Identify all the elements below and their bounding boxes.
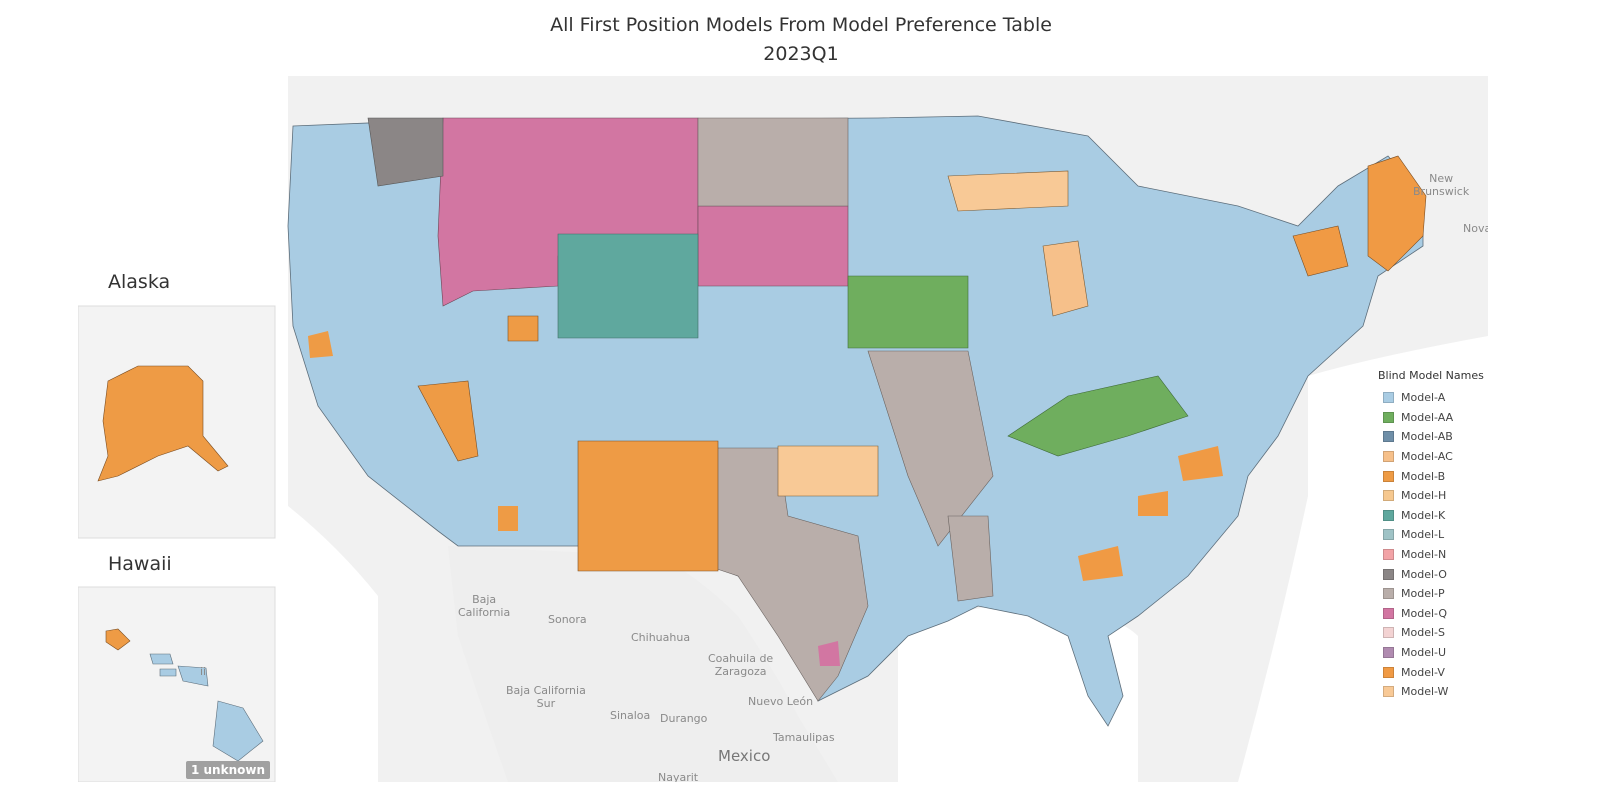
geo-label-mexico: Mexico [718,747,771,765]
geo-label-nayarit: Nayarit [658,771,699,782]
geo-label-baja-california: Baja California [458,593,511,619]
geo-label-hawaii-fragment: ii [200,665,207,678]
legend-item[interactable]: Model-S [1378,623,1528,643]
legend-swatch [1383,431,1394,443]
legend-item[interactable]: Model-H [1378,486,1528,506]
legend-swatch [1383,490,1394,502]
geo-label-chihuahua: Chihuahua [631,631,691,644]
alaska-inset-label: Alaska [108,271,171,293]
legend-label: Model-S [1401,626,1445,640]
legend-item[interactable]: Model-N [1378,545,1528,565]
county-choropleth-map[interactable] [78,76,1488,782]
legend-swatch [1383,666,1394,678]
legend-label: Model-AB [1401,430,1453,444]
map-subtitle: 2023Q1 [763,43,839,65]
legend-label: Model-P [1401,587,1445,601]
legend-item[interactable]: Model-U [1378,643,1528,663]
legend-label: Model-Q [1401,606,1448,620]
legend-item[interactable]: Model-AA [1378,408,1528,428]
legend-swatch [1383,470,1394,482]
legend-swatch [1383,647,1394,659]
legend-swatch [1383,568,1394,580]
map-panel[interactable]: Alaska Hawaii New Brunswick Nova Baja Ca… [78,76,1488,782]
geo-label-sonora: Sonora [548,613,587,626]
legend-item[interactable]: Model-Q [1378,604,1528,624]
legend-swatch [1383,392,1394,404]
legend-label: Model-K [1401,508,1446,522]
legend-label: Model-N [1401,548,1447,562]
us-mainland-counties[interactable] [287,115,1427,727]
hawaii-inset-label: Hawaii [108,553,172,575]
legend-item[interactable]: Model-A [1378,388,1528,408]
legend-label: Model-U [1401,646,1447,660]
legend-label: Model-B [1401,469,1446,483]
hawaii-counties[interactable] [105,628,264,762]
legend-swatch [1383,411,1394,423]
legend-title: Blind Model Names [1378,369,1484,382]
geo-label-new-brunswick: New Brunswick [1413,172,1470,198]
legend-item[interactable]: Model-W [1378,682,1528,702]
legend-label: Model-A [1401,391,1446,405]
legend-item[interactable]: Model-AC [1378,447,1528,467]
legend-label: Model-L [1401,528,1445,542]
legend-label: Model-H [1401,489,1447,503]
legend-item[interactable]: Model-AB [1378,427,1528,447]
geo-label-nuevo-leon: Nuevo León [748,695,814,708]
geo-label-tamaulipas: Tamaulipas [773,731,835,744]
unknown-count-badge[interactable]: 1 unknown [186,761,270,779]
legend-swatch [1383,627,1394,639]
geo-label-sinaloa: Sinaloa [610,709,651,722]
legend-swatch [1383,588,1394,600]
alaska-counties[interactable] [97,365,229,482]
legend-swatch [1383,549,1394,561]
legend-swatch [1383,686,1394,698]
legend-swatch [1383,509,1394,521]
legend-item[interactable]: Model-L [1378,525,1528,545]
legend-label: Model-O [1401,567,1447,581]
map-title: All First Position Models From Model Pre… [550,14,1052,36]
legend-swatch [1383,607,1394,619]
legend-item[interactable]: Model-O [1378,564,1528,584]
legend-items: Model-A Model-AA Model-AB Model-AC Model-B Mo… [1378,388,1528,702]
legend-label: Model-W [1401,685,1449,699]
legend-item[interactable]: Model-B [1378,466,1528,486]
legend-label: Model-AC [1401,450,1453,464]
geo-label-baja-california-sur: Baja California Sur [506,684,586,710]
legend: Blind Model Names Model-A Model-AA Model-A… [1378,369,1528,702]
legend-label: Model-V [1401,665,1445,679]
geo-label-durango: Durango [660,712,708,725]
geo-label-coahuila: Coahuila de Zaragoza [708,652,774,678]
legend-swatch [1383,451,1394,463]
legend-label: Model-AA [1401,410,1454,424]
legend-item[interactable]: Model-P [1378,584,1528,604]
legend-item[interactable]: Model-K [1378,506,1528,526]
legend-swatch [1383,529,1394,541]
legend-item[interactable]: Model-V [1378,662,1528,682]
geo-label-nova: Nova [1463,222,1488,235]
